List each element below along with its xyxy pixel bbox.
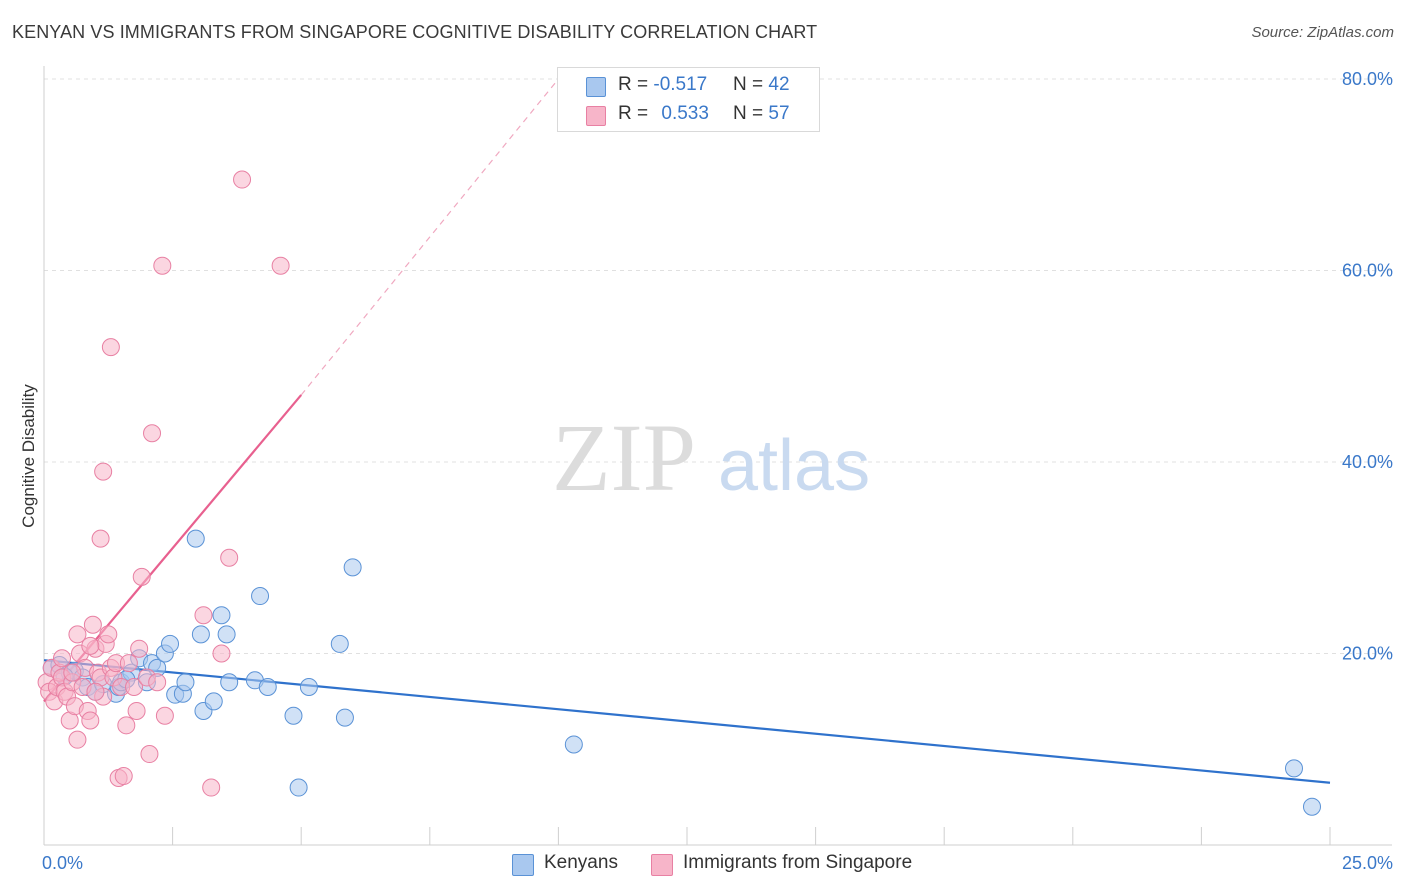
point-kenyans <box>343 558 362 577</box>
legend-r-kenyans: R = -0.517 <box>618 74 708 95</box>
point-singapore <box>117 716 136 735</box>
point-kenyans <box>186 529 205 548</box>
point-singapore <box>125 678 144 697</box>
legend-label-singapore: Immigrants from Singapore <box>683 852 913 873</box>
point-kenyans <box>217 625 236 644</box>
axes <box>43 66 1392 846</box>
point-kenyans <box>176 673 195 692</box>
point-singapore <box>81 711 100 730</box>
point-singapore <box>53 649 72 668</box>
point-singapore <box>114 767 133 786</box>
y-tick-label: 80.0% <box>1342 69 1393 89</box>
point-singapore <box>155 706 174 725</box>
legend-swatch-singapore <box>651 854 673 876</box>
point-singapore <box>91 529 110 548</box>
point-singapore <box>101 338 120 357</box>
point-singapore <box>68 730 87 749</box>
correlation-legend: R = -0.517 N = 42 R = 0.533 N = 57 <box>557 67 820 132</box>
legend-r-singapore: R = 0.533 <box>618 103 709 124</box>
watermark: ZIP atlas <box>552 404 870 511</box>
point-singapore <box>194 606 213 625</box>
watermark-atlas: atlas <box>718 426 870 506</box>
legend-swatch-kenyans <box>586 77 606 97</box>
point-singapore <box>212 644 231 663</box>
point-singapore <box>130 639 149 658</box>
point-kenyans <box>251 587 270 606</box>
legend-swatch-kenyans <box>512 854 534 876</box>
grid-lines <box>44 78 1392 654</box>
point-kenyans <box>1284 759 1303 778</box>
point-kenyans <box>284 706 303 725</box>
legend-n-singapore: N = 57 <box>733 103 790 124</box>
point-kenyans <box>220 673 239 692</box>
point-kenyans <box>330 634 349 653</box>
point-singapore <box>148 673 167 692</box>
point-kenyans <box>564 735 583 754</box>
point-singapore <box>143 424 162 443</box>
point-kenyans <box>299 678 318 697</box>
point-kenyans <box>289 778 308 797</box>
point-kenyans <box>258 678 277 697</box>
series-legend: Kenyans Immigrants from Singapore <box>0 852 1406 878</box>
point-singapore <box>233 170 252 189</box>
chart-source: Source: ZipAtlas.com <box>1251 24 1394 41</box>
point-singapore <box>63 663 82 682</box>
point-singapore <box>119 654 138 673</box>
point-singapore <box>127 701 146 720</box>
x-tick-label: 25.0% <box>1342 853 1393 873</box>
point-singapore <box>271 256 290 275</box>
point-kenyans <box>335 708 354 727</box>
point-singapore <box>220 548 239 567</box>
tick-labels: 20.0% 40.0% 60.0% 80.0% 0.0% 25.0% <box>42 69 1393 873</box>
x-tick-label: 0.0% <box>42 853 83 873</box>
point-singapore <box>202 778 221 797</box>
point-kenyans <box>1302 797 1321 816</box>
legend-row-singapore: R = 0.533 N = 57 <box>558 101 819 131</box>
legend-row-kenyans: R = -0.517 N = 42 <box>558 72 819 102</box>
y-tick-label: 40.0% <box>1342 452 1393 472</box>
point-singapore <box>83 615 102 634</box>
legend-label-kenyans: Kenyans <box>544 852 618 873</box>
point-singapore <box>99 625 118 644</box>
watermark-zip: ZIP <box>552 404 696 511</box>
point-singapore <box>68 625 87 644</box>
point-singapore <box>132 567 151 586</box>
point-singapore <box>86 682 105 701</box>
legend-n-kenyans: N = 42 <box>733 74 790 95</box>
trend-extension-singapore <box>300 78 559 396</box>
y-axis-label: Cognitive Disability <box>19 384 38 528</box>
point-kenyans <box>161 634 180 653</box>
point-kenyans <box>191 625 210 644</box>
point-singapore <box>94 462 113 481</box>
y-tick-label: 20.0% <box>1342 644 1393 664</box>
point-singapore <box>153 256 172 275</box>
y-tick-label: 60.0% <box>1342 261 1393 281</box>
point-singapore <box>81 636 100 655</box>
legend-swatch-singapore <box>586 106 606 126</box>
point-kenyans <box>204 692 223 711</box>
point-kenyans <box>212 606 231 625</box>
data-points <box>37 170 1321 816</box>
point-singapore <box>140 745 159 764</box>
chart-title: KENYAN VS IMMIGRANTS FROM SINGAPORE COGN… <box>12 22 818 42</box>
